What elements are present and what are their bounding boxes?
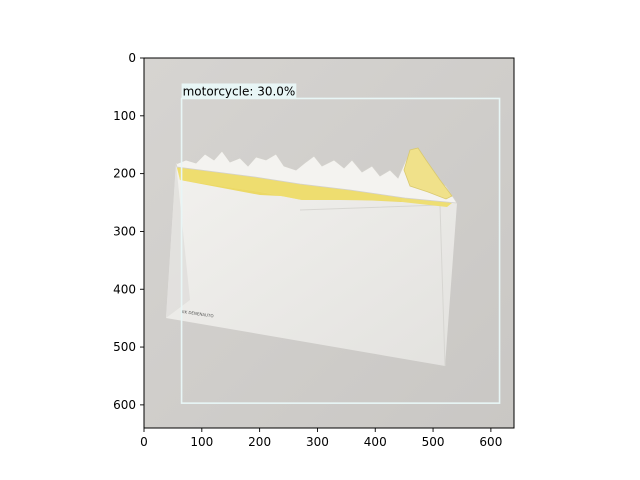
y-tick-label: 100 [113, 109, 136, 123]
x-tick-label: 300 [306, 435, 329, 449]
photo: IIK DENENAUTO [144, 58, 514, 428]
axes-frame [143, 57, 515, 429]
envelope-lifted-corner [403, 147, 453, 200]
x-tick-label: 500 [422, 435, 445, 449]
envelope-body [166, 163, 457, 366]
envelope-flap-yellow-main [177, 167, 402, 201]
envelope-print: IIK DENENAUTO [182, 309, 214, 318]
detection: motorcycle: 30.0% [180, 83, 501, 404]
detection-label-background [181, 83, 297, 99]
y-axis: 0 100 200 300 400 500 600 [113, 51, 144, 412]
x-tick-label: 600 [479, 435, 502, 449]
x-tick-label: 0 [140, 435, 148, 449]
x-axis: 0 100 200 300 400 500 600 [140, 428, 502, 449]
x-tick-label: 200 [248, 435, 271, 449]
detection-label: motorcycle: 30.0% [183, 84, 296, 98]
envelope-torn-edge [175, 149, 458, 204]
y-tick-label: 300 [113, 224, 136, 238]
y-tick-label: 600 [113, 398, 136, 412]
x-tick-label: 100 [190, 435, 213, 449]
x-tick-label: 400 [364, 435, 387, 449]
y-tick-label: 0 [128, 51, 136, 65]
envelope-fold-shadow [166, 163, 190, 318]
y-tick-label: 500 [113, 340, 136, 354]
y-tick-label: 200 [113, 167, 136, 181]
detection-box [180, 97, 501, 404]
y-tick-label: 400 [113, 282, 136, 296]
